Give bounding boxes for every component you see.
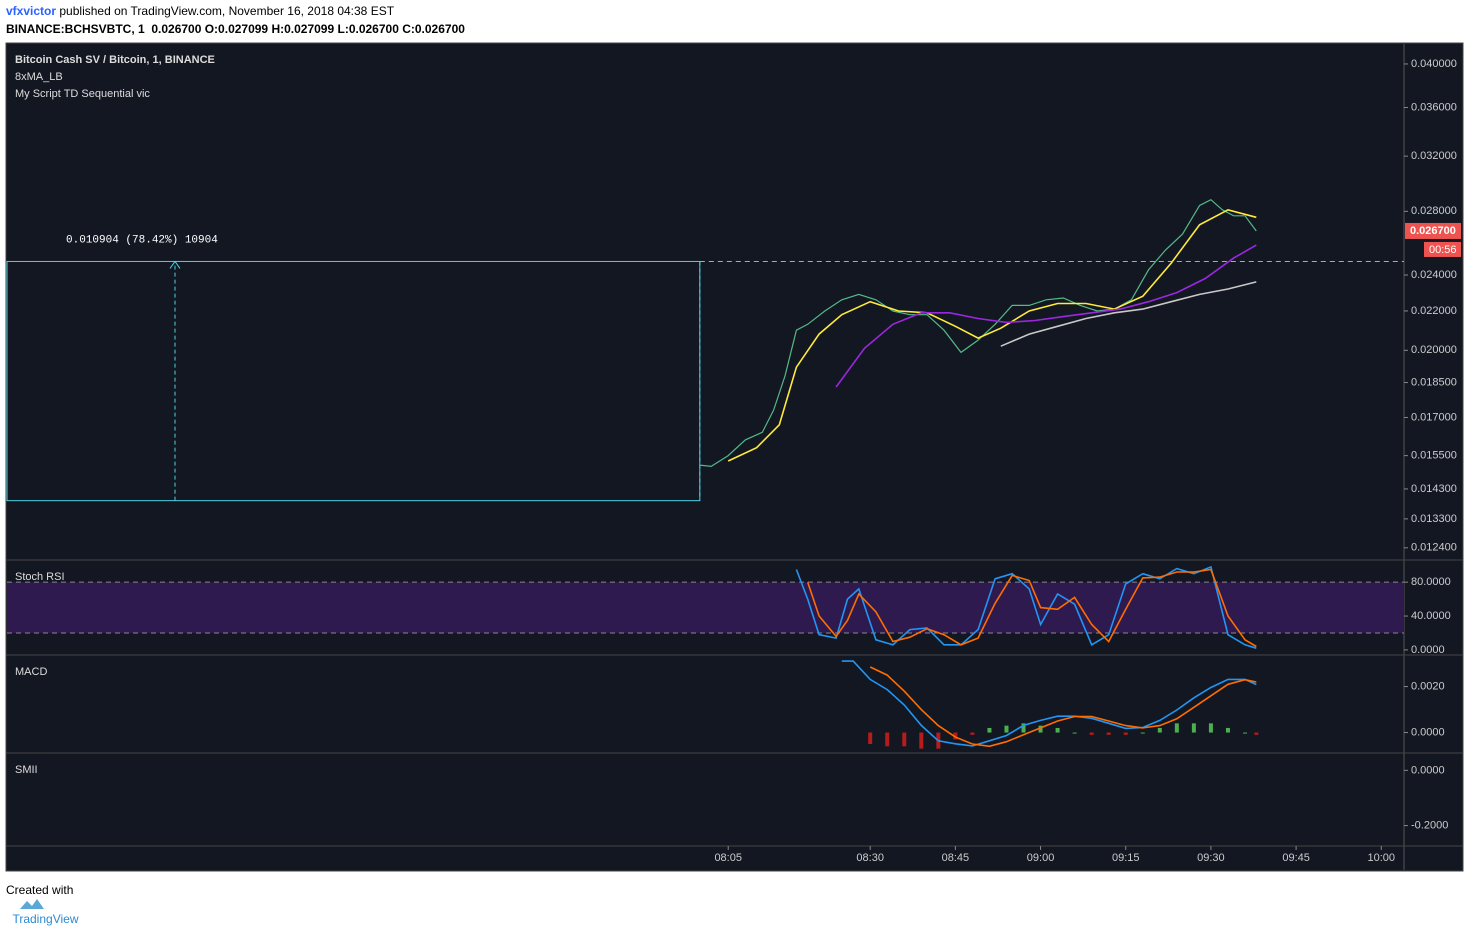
legend-line: 8xMA_LB xyxy=(15,71,63,83)
y-tick-label: 0.020000 xyxy=(1411,344,1457,356)
histogram-bar xyxy=(1106,732,1111,735)
x-tick-label: 09:45 xyxy=(1282,852,1310,864)
x-tick-label: 10:00 xyxy=(1368,852,1396,864)
x-tick-label: 08:45 xyxy=(942,852,970,864)
histogram-bar xyxy=(1038,725,1043,733)
y-tick-label: 0.013300 xyxy=(1411,513,1457,525)
histogram-bar xyxy=(1174,723,1179,733)
histogram-bar xyxy=(953,732,958,740)
y-tick-label: 40.0000 xyxy=(1411,610,1451,622)
histogram-bar xyxy=(1055,727,1060,733)
header-line: vfxvictor published on TradingView.com, … xyxy=(6,4,394,18)
histogram-bar xyxy=(1254,732,1259,735)
x-tick-label: 08:30 xyxy=(856,852,884,864)
measure-arrowhead xyxy=(169,260,181,269)
histogram-bar xyxy=(1123,732,1128,735)
y-tick-label: 80.0000 xyxy=(1411,576,1451,588)
y-tick-label: 0.024000 xyxy=(1411,269,1457,281)
measure-label: 0.010904 (78.42%) 10904 xyxy=(66,234,218,246)
y-tick-label: 0.0000 xyxy=(1411,764,1445,776)
countdown: 00:56 xyxy=(1429,244,1457,256)
histogram-bar xyxy=(1208,723,1213,733)
y-tick-label: 0.0000 xyxy=(1411,644,1445,656)
y-tick-label: 0.0020 xyxy=(1411,680,1445,692)
histogram-bar xyxy=(1225,727,1230,733)
histogram-bar xyxy=(902,732,907,747)
series-line xyxy=(841,660,1257,747)
y-tick-label: -0.2000 xyxy=(1411,819,1448,831)
pane-title: MACD xyxy=(15,666,47,678)
created-with: Created with xyxy=(6,883,74,897)
x-tick-label: 08:05 xyxy=(714,852,742,864)
series-line xyxy=(869,666,1257,748)
histogram-bar xyxy=(1157,727,1162,733)
series-line xyxy=(727,208,1257,462)
histogram-bar xyxy=(1191,723,1196,733)
author[interactable]: vfxvictor xyxy=(6,4,57,18)
published: published on TradingView.com, November 1… xyxy=(59,4,395,18)
x-tick-label: 09:15 xyxy=(1112,852,1140,864)
y-tick-label: 0.022000 xyxy=(1411,305,1457,317)
last-price-label: 0.026700 xyxy=(1410,225,1456,237)
histogram-bar xyxy=(987,727,992,733)
histogram-bar xyxy=(1242,732,1247,734)
series-line xyxy=(795,565,1257,649)
series-line xyxy=(1000,281,1257,347)
y-tick-label: 0.017000 xyxy=(1411,411,1457,423)
chart: 08:05 08:30 08:45 09:00 09:15 09:30 09:45 10:00… xyxy=(5,42,1464,872)
series-line xyxy=(806,568,1257,648)
y-tick-label: 0.014300 xyxy=(1411,483,1457,495)
pane-title: SMII xyxy=(15,764,38,776)
last-price-box xyxy=(1405,222,1461,239)
legend-line: My Script TD Sequential vic xyxy=(15,88,150,100)
band xyxy=(7,582,1404,633)
chart-background xyxy=(5,42,1464,872)
series-line xyxy=(835,244,1257,388)
y-tick-label: 0.018500 xyxy=(1411,376,1457,388)
legend-line: Bitcoin Cash SV / Bitcoin, 1, BINANCE xyxy=(15,54,215,66)
brand-logo xyxy=(19,899,44,909)
countdown-box xyxy=(1424,241,1461,257)
footer: Created with TradingView xyxy=(6,883,79,926)
y-tick-label: 0.032000 xyxy=(1411,150,1457,162)
histogram-bar xyxy=(1089,732,1094,735)
series-line xyxy=(699,198,1257,468)
histogram-bar xyxy=(1004,725,1009,733)
pane-title: Stoch RSI xyxy=(15,571,65,583)
histogram-bar xyxy=(885,732,890,747)
x-tick-label: 09:30 xyxy=(1197,852,1225,864)
y-tick-label: 0.028000 xyxy=(1411,205,1457,217)
histogram-bar xyxy=(1072,732,1077,734)
brand[interactable]: TradingView xyxy=(12,912,79,926)
y-tick-label: 0.040000 xyxy=(1411,58,1457,70)
histogram-bar xyxy=(919,732,924,749)
ohlc: BINANCE:BCHSVBTC, 1 0.026700 O:0.027099 … xyxy=(6,22,465,36)
y-tick-label: 0.0000 xyxy=(1411,726,1445,738)
histogram-bar xyxy=(1140,732,1145,734)
histogram-bar xyxy=(868,732,873,745)
histogram-bar xyxy=(1021,723,1026,733)
y-tick-label: 0.015500 xyxy=(1411,450,1457,462)
x-tick-label: 09:00 xyxy=(1027,852,1055,864)
y-tick-label: 0.012400 xyxy=(1411,542,1457,554)
y-tick-label: 0.036000 xyxy=(1411,101,1457,113)
histogram-bar xyxy=(970,732,975,735)
